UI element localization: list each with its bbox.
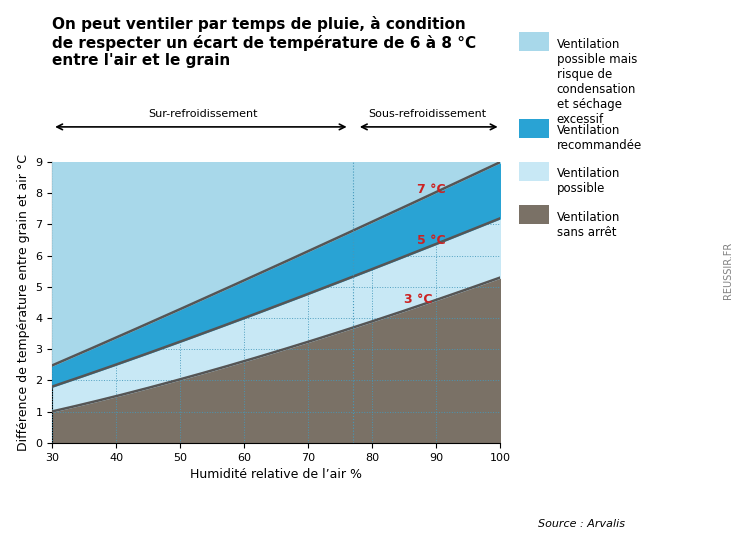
- Text: On peut ventiler par temps de pluie, à condition
de respecter un écart de tempér: On peut ventiler par temps de pluie, à c…: [52, 16, 477, 68]
- Text: 5 °C: 5 °C: [418, 234, 446, 247]
- Text: 7 °C: 7 °C: [418, 183, 446, 196]
- X-axis label: Humidité relative de l’air %: Humidité relative de l’air %: [190, 468, 362, 481]
- Text: Ventilation
recommandée: Ventilation recommandée: [557, 124, 642, 152]
- Text: Ventilation
sans arrêt: Ventilation sans arrêt: [557, 211, 620, 239]
- Y-axis label: Différence de température entre grain et air °C: Différence de température entre grain et…: [17, 154, 30, 451]
- Text: Sur-refroidissement: Sur-refroidissement: [148, 109, 258, 119]
- Text: REUSSIR.FR: REUSSIR.FR: [723, 241, 734, 299]
- Text: Ventilation
possible mais
risque de
condensation
et séchage
excessif: Ventilation possible mais risque de cond…: [557, 38, 637, 126]
- Text: Sous-refroidissement: Sous-refroidissement: [368, 109, 486, 119]
- Text: Source : Arvalis: Source : Arvalis: [538, 519, 624, 529]
- Text: 3 °C: 3 °C: [404, 293, 433, 306]
- Text: Ventilation
possible: Ventilation possible: [557, 167, 620, 195]
